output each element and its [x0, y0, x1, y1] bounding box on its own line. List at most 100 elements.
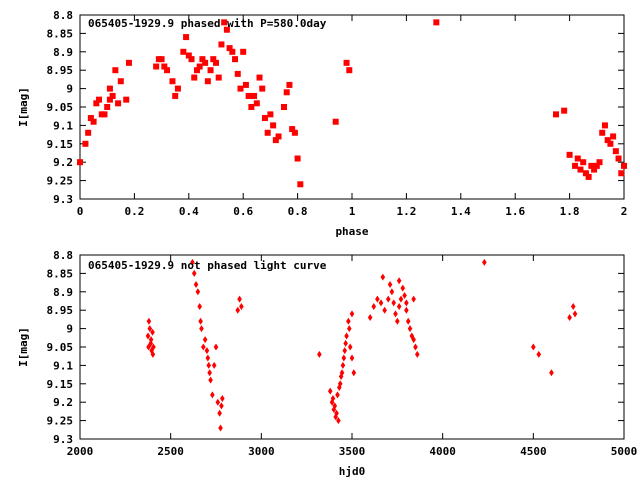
x-axis-label: hjd0	[339, 465, 366, 478]
data-point	[245, 92, 252, 99]
data-point	[234, 70, 241, 77]
y-tick-label: 8.95	[47, 304, 74, 317]
data-point	[588, 162, 595, 169]
data-point	[215, 398, 221, 406]
data-point	[251, 92, 258, 99]
data-point	[346, 67, 353, 74]
y-tick-label: 8.85	[47, 267, 74, 280]
data-point	[607, 140, 614, 147]
data-point	[205, 354, 211, 362]
data-point	[248, 104, 255, 110]
data-point	[337, 380, 343, 388]
data-point	[218, 424, 223, 432]
data-point	[346, 325, 352, 333]
x-tick-label: 3500	[339, 445, 366, 458]
data-point	[567, 314, 572, 322]
x-tick-label: 2	[621, 205, 628, 218]
data-point	[574, 155, 581, 162]
data-point	[164, 67, 171, 74]
data-point	[150, 328, 155, 336]
y-tick-label: 9.1	[53, 359, 73, 372]
data-point	[338, 372, 344, 380]
data-point	[340, 361, 346, 369]
data-point	[400, 284, 406, 292]
data-point	[93, 100, 100, 107]
plot-frame	[79, 14, 625, 200]
data-point	[146, 343, 151, 351]
data-point	[221, 19, 228, 26]
data-point	[604, 137, 611, 144]
data-point	[585, 173, 592, 180]
data-point	[158, 56, 165, 63]
data-point	[237, 85, 244, 92]
data-point	[281, 104, 287, 110]
chart-title: 065405-1929.9 phased with P=580.0day	[88, 17, 327, 30]
data-point	[215, 74, 222, 81]
data-point	[593, 162, 600, 169]
data-point	[404, 299, 409, 307]
data-point	[191, 269, 197, 277]
data-point	[549, 369, 554, 377]
data-point	[174, 85, 181, 92]
x-axis-label: phase	[335, 225, 368, 238]
data-point	[253, 100, 260, 107]
data-point	[344, 332, 349, 340]
y-tick-label: 9.1	[53, 119, 73, 132]
data-point	[180, 48, 187, 55]
data-point	[204, 347, 210, 355]
data-point	[536, 350, 542, 358]
data-point	[202, 336, 208, 344]
data-point	[96, 96, 103, 103]
data-point	[125, 59, 132, 66]
data-point	[217, 409, 222, 417]
data-point	[283, 89, 290, 96]
y-axis-label: I[mag]	[17, 327, 30, 367]
data-point	[367, 314, 373, 322]
data-point	[237, 295, 242, 303]
data-point	[336, 417, 341, 425]
data-point	[259, 85, 266, 92]
data-point	[210, 391, 215, 399]
y-tick-label: 9.15	[47, 138, 74, 151]
data-point	[201, 343, 206, 351]
data-point	[561, 107, 568, 114]
x-tick-label: 0.4	[179, 205, 199, 218]
data-point	[239, 303, 244, 311]
data-point	[393, 310, 398, 318]
data-point	[261, 115, 268, 122]
data-point	[332, 402, 338, 410]
data-point	[256, 74, 263, 81]
y-axis-label: I[mag]	[17, 87, 30, 127]
data-point	[185, 52, 192, 59]
data-point	[275, 133, 282, 140]
y-tick-label: 8.8	[53, 249, 73, 262]
y-tick-label: 9.3	[53, 193, 73, 206]
x-tick-label: 5000	[611, 445, 638, 458]
data-point	[411, 336, 416, 344]
data-point	[553, 111, 559, 118]
data-point	[577, 166, 584, 173]
data-point	[375, 295, 380, 303]
data-point	[349, 310, 355, 318]
data-point	[391, 299, 397, 307]
data-point	[409, 332, 415, 340]
data-point	[151, 343, 156, 351]
data-point	[213, 59, 219, 66]
data-point	[153, 63, 160, 70]
data-point	[291, 129, 298, 136]
data-point	[82, 140, 89, 147]
data-point	[380, 273, 386, 281]
data-point	[411, 295, 416, 303]
data-point	[213, 343, 219, 351]
data-point	[407, 325, 413, 333]
data-point	[193, 67, 200, 74]
x-tick-label: 1.6	[505, 205, 525, 218]
data-point	[145, 332, 151, 340]
x-tick-label: 0.8	[288, 205, 308, 218]
data-point	[211, 361, 217, 369]
data-point	[334, 409, 339, 417]
data-point	[405, 317, 411, 325]
x-tick-label: 4000	[429, 445, 456, 458]
data-point	[596, 159, 603, 166]
x-tick-label: 2000	[67, 445, 94, 458]
